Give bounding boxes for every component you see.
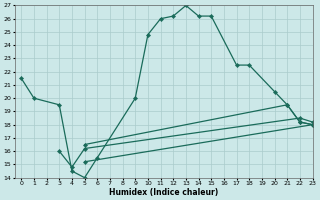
X-axis label: Humidex (Indice chaleur): Humidex (Indice chaleur) — [109, 188, 218, 197]
